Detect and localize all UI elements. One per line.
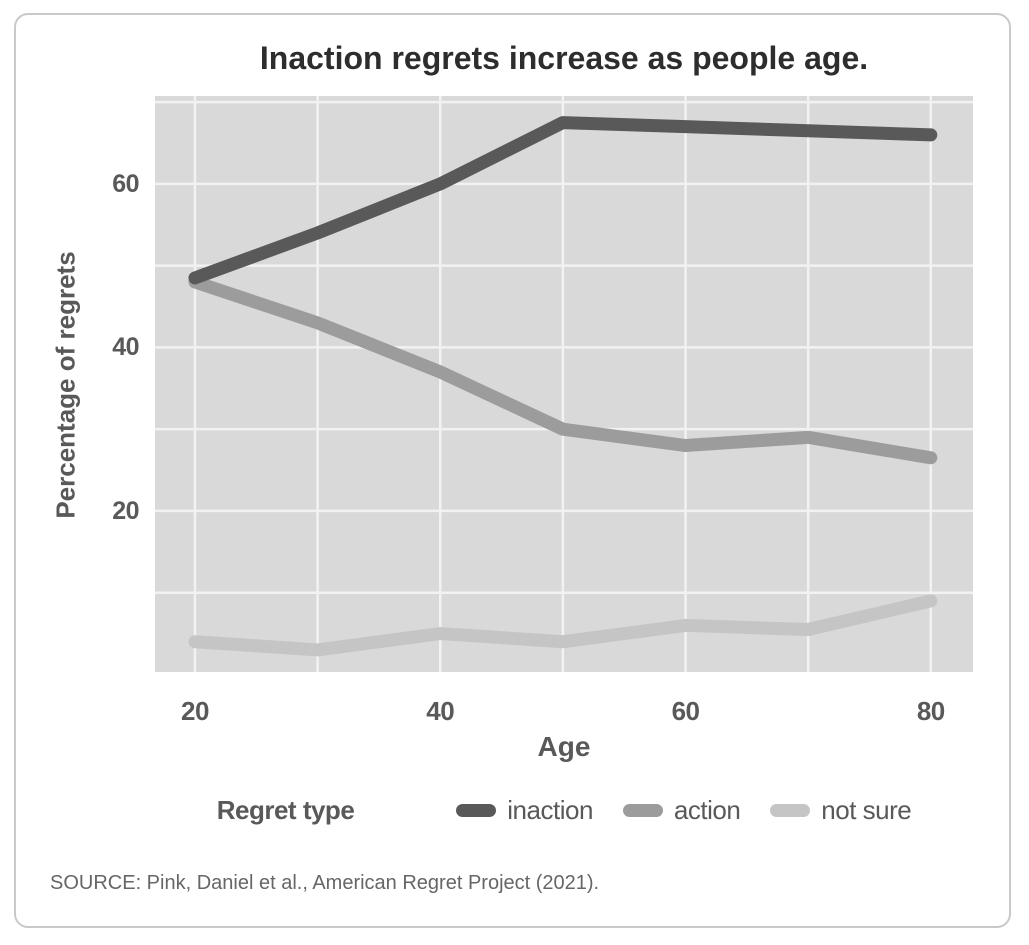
series-line-action bbox=[188, 275, 938, 465]
y-tick-label: 20 bbox=[112, 496, 139, 525]
legend-label: not sure bbox=[821, 794, 912, 825]
x-tick-label: 20 bbox=[181, 696, 209, 726]
source-note: SOURCE: Pink, Daniel et al., American Re… bbox=[50, 872, 600, 894]
y-tick-label: 60 bbox=[112, 169, 139, 198]
series-line-inaction bbox=[188, 116, 938, 285]
legend-title: Regret type bbox=[216, 794, 355, 825]
series-line-not-sure bbox=[188, 594, 938, 657]
y-axis-title: Percentage of regrets bbox=[50, 251, 81, 519]
legend-item-action: action bbox=[622, 794, 741, 826]
legend-swatch-inaction bbox=[456, 803, 497, 817]
y-tick-label: 40 bbox=[112, 333, 139, 362]
legend-item-inaction: inaction bbox=[456, 795, 593, 826]
legend-swatch-not-sure bbox=[770, 803, 811, 817]
chart-title: Inaction regrets increase as people age. bbox=[259, 40, 869, 76]
legend-swatch-action bbox=[622, 803, 663, 817]
x-tick-label: 40 bbox=[426, 696, 455, 726]
x-tick-label: 60 bbox=[671, 696, 700, 726]
legend-item-not-sure: not sure bbox=[770, 794, 912, 826]
figure-border bbox=[14, 13, 1011, 928]
legend: Regret type inaction action not sure bbox=[155, 794, 973, 826]
x-axis-title: Age bbox=[537, 731, 591, 762]
legend-label: action bbox=[673, 794, 741, 825]
x-tick-label: 80 bbox=[916, 696, 945, 726]
plot-panel bbox=[155, 96, 973, 672]
legend-label: inaction bbox=[507, 794, 593, 825]
